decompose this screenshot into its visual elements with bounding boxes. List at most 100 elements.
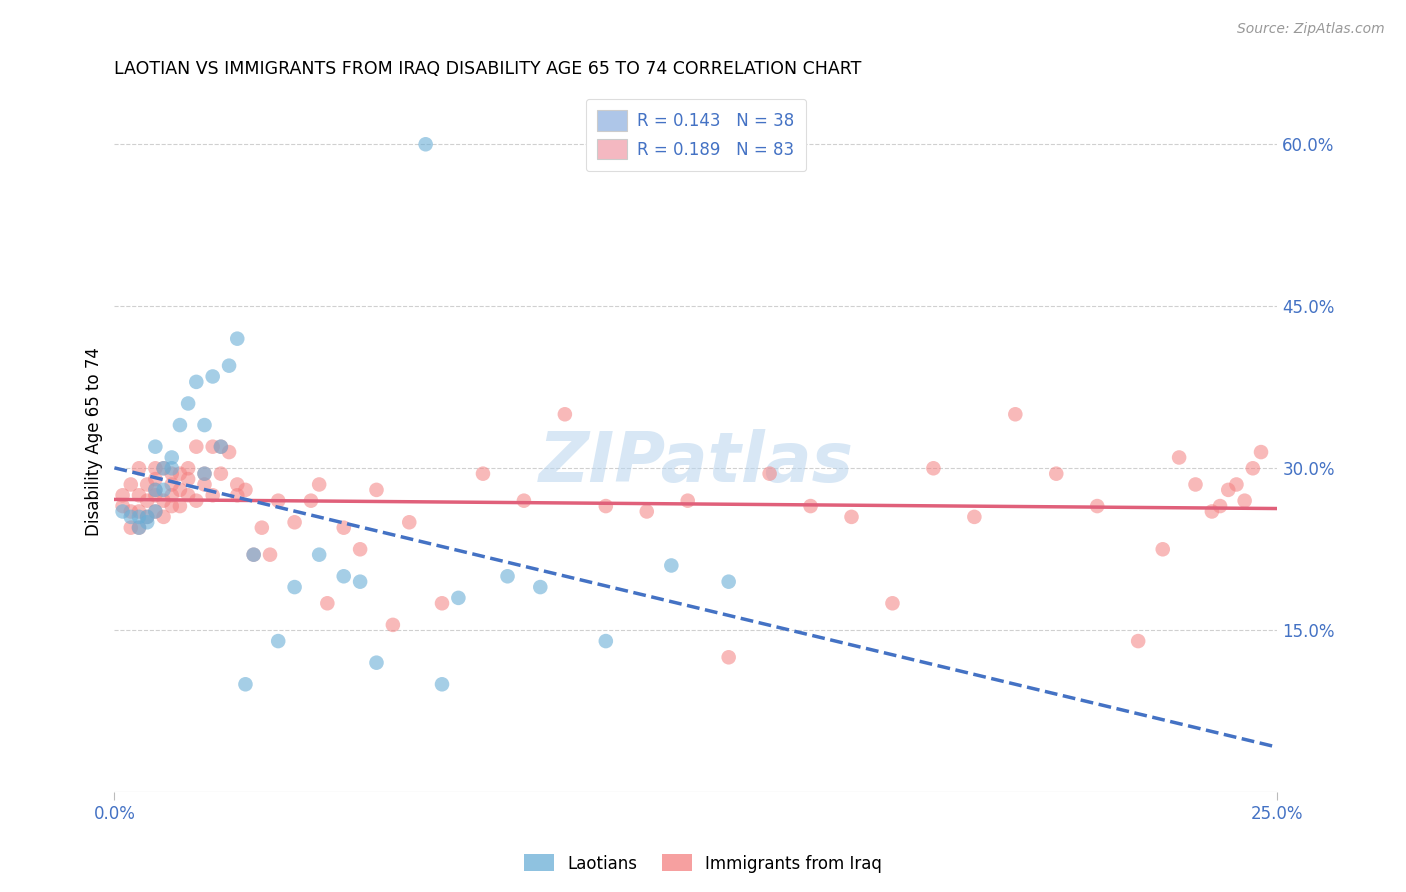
Point (299, 493, 322, 508)
Point (111, 488, 134, 502)
Point (120, 477, 142, 491)
Point (284, 580, 307, 594)
Point (308, 548, 330, 562)
Point (218, 445, 240, 459)
Point (193, 467, 215, 481)
Point (160, 450, 183, 465)
Point (128, 461, 150, 475)
Point (529, 580, 551, 594)
Point (143, 440, 166, 454)
Point (963, 509, 986, 524)
Point (209, 440, 232, 454)
Point (226, 488, 249, 502)
Text: Source: ZipAtlas.com: Source: ZipAtlas.com (1237, 22, 1385, 37)
Legend: Laotians, Immigrants from Iraq: Laotians, Immigrants from Iraq (517, 847, 889, 880)
Point (143, 504, 166, 518)
Point (554, 407, 576, 421)
Point (332, 521, 354, 535)
Point (193, 467, 215, 481)
Point (152, 493, 174, 508)
Point (169, 499, 191, 513)
Point (218, 359, 240, 373)
Point (160, 488, 183, 502)
Point (169, 418, 191, 433)
Point (160, 499, 183, 513)
Point (111, 499, 134, 513)
Point (1085, 499, 1108, 513)
Point (1209, 499, 1232, 513)
Point (177, 396, 200, 410)
Point (800, 499, 823, 513)
Point (349, 574, 371, 589)
Point (366, 483, 388, 497)
Point (128, 521, 150, 535)
Point (636, 504, 658, 518)
Point (143, 483, 166, 497)
Point (152, 483, 174, 497)
Point (1128, 634, 1150, 648)
Point (472, 467, 495, 481)
Point (128, 521, 150, 535)
Point (120, 521, 142, 535)
Point (186, 375, 208, 389)
Point (267, 634, 290, 648)
Point (284, 516, 307, 530)
Point (143, 461, 166, 475)
Point (242, 548, 264, 562)
Point (1225, 477, 1247, 491)
Point (143, 483, 166, 497)
Point (1168, 450, 1191, 465)
Point (201, 369, 224, 384)
Point (128, 504, 150, 518)
Point (193, 477, 215, 491)
Point (242, 548, 264, 562)
Point (595, 499, 617, 513)
Point (160, 461, 183, 475)
Point (316, 596, 339, 610)
Point (128, 509, 150, 524)
Text: LAOTIAN VS IMMIGRANTS FROM IRAQ DISABILITY AGE 65 TO 74 CORRELATION CHART: LAOTIAN VS IMMIGRANTS FROM IRAQ DISABILI… (114, 60, 862, 78)
Point (676, 493, 699, 508)
Point (186, 440, 208, 454)
Point (882, 596, 904, 610)
Point (136, 509, 159, 524)
Point (120, 509, 142, 524)
Point (136, 477, 159, 491)
Point (169, 467, 191, 481)
Point (226, 332, 249, 346)
Point (143, 488, 166, 502)
Point (152, 461, 174, 475)
Point (209, 467, 232, 481)
Point (366, 656, 388, 670)
Point (152, 509, 174, 524)
Point (235, 677, 257, 691)
Point (267, 493, 290, 508)
Point (152, 461, 174, 475)
Point (1241, 461, 1264, 475)
Point (332, 569, 354, 583)
Point (120, 504, 142, 518)
Point (201, 440, 224, 454)
Point (415, 137, 437, 152)
Point (226, 477, 249, 491)
Point (250, 521, 273, 535)
Point (496, 569, 519, 583)
Point (659, 558, 682, 573)
Point (308, 477, 330, 491)
Point (758, 467, 780, 481)
Point (136, 516, 159, 530)
Point (1218, 483, 1240, 497)
Point (160, 477, 183, 491)
Point (128, 488, 150, 502)
Point (160, 467, 183, 481)
Point (177, 461, 200, 475)
Point (1233, 493, 1256, 508)
Text: ZIPatlas: ZIPatlas (538, 429, 853, 496)
Point (841, 509, 863, 524)
Point (201, 488, 224, 502)
Point (717, 574, 740, 589)
Point (143, 504, 166, 518)
Point (430, 677, 453, 691)
Point (177, 488, 200, 502)
Point (717, 650, 740, 665)
